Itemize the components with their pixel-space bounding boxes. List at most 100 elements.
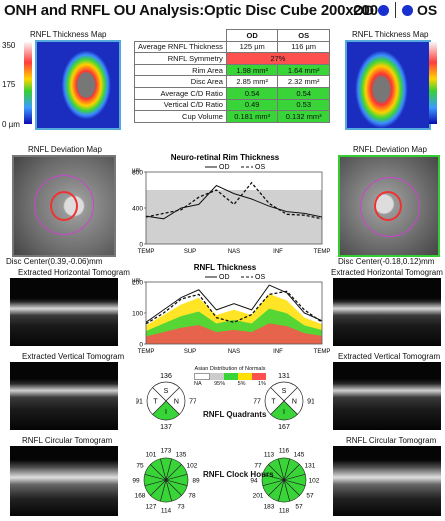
clock-value: 116 <box>279 448 290 455</box>
clock-value: 135 <box>176 452 187 459</box>
y-tick-label: 0 <box>139 242 143 249</box>
clock-value: 102 <box>309 478 320 485</box>
disc-center-right: Disc Center(-0.18,0.12)mm <box>338 257 435 266</box>
y-tick-label: 200 <box>132 280 143 287</box>
h-tomogram-left <box>10 278 118 346</box>
quadrant-letter: S <box>164 388 169 395</box>
row-os: 0.54 <box>277 86 330 100</box>
clock-sector <box>268 458 285 482</box>
series-line-os <box>145 290 323 325</box>
thickness-map-right <box>345 40 431 130</box>
x-tick-label: NAS <box>228 249 240 255</box>
normal-band <box>146 323 322 344</box>
c-tomogram-right <box>333 446 441 516</box>
table-row: Disc Area 2.85 mm² 2.32 mm² <box>134 75 330 88</box>
clock-value: 173 <box>161 448 172 455</box>
disc-margin-icon <box>50 191 78 221</box>
y-tick-label: 100 <box>132 311 143 318</box>
row-label: Rim Area <box>134 63 227 77</box>
scan-circle-icon <box>360 177 420 237</box>
y-tick-label: 400 <box>132 206 143 213</box>
row-od: 2.85 mm² <box>225 75 279 88</box>
quadrant-sector <box>264 387 285 415</box>
legend-swatches <box>194 373 266 380</box>
quadrant-sector <box>283 387 304 415</box>
quadrant-value: 91 <box>307 399 314 406</box>
series-line-os <box>145 181 323 220</box>
clock-value: 118 <box>279 508 290 515</box>
quadrant-letter: I <box>165 409 167 416</box>
clock-value: 131 <box>305 463 316 470</box>
legend-label: OS <box>255 274 265 281</box>
scale-max: 350 <box>2 41 16 50</box>
thickness-colorbar <box>24 42 32 124</box>
c-tomogram-title-left: RNFL Circular Tomogram <box>22 436 113 445</box>
y-tick-label: 800 <box>132 170 143 177</box>
x-tick-label: SUP <box>184 349 196 355</box>
h-tomogram-right <box>333 278 441 346</box>
chart-title: RNFL Thickness <box>194 263 257 272</box>
scan-circle-icon <box>34 175 94 235</box>
x-tick-label: SUP <box>184 249 196 255</box>
row-symmetry: 27% <box>225 52 331 65</box>
eye-selector: OD OS <box>353 2 437 18</box>
row-label: Vertical C/D Ratio <box>134 98 227 112</box>
quadrant-value: 167 <box>278 424 290 431</box>
disc-center-left: Disc Center(0.39,-0.06)mm <box>6 257 103 266</box>
row-od: 0.181 mm³ <box>225 110 279 123</box>
metrics-table: OD OS Average RNFL Thickness 125 µm 116 … <box>134 29 331 123</box>
legend-tick: 1% <box>258 381 266 387</box>
thickness-map-title-right: RNFL Thickness Map <box>352 30 429 39</box>
header-od: OD <box>225 29 279 42</box>
quadrant-sector <box>152 400 180 421</box>
od-indicator-icon <box>378 4 389 16</box>
row-od: 125 µm <box>225 40 279 54</box>
disc-margin-icon <box>374 191 402 221</box>
legend-label: OD <box>219 164 230 171</box>
quadrant-sector <box>270 381 298 402</box>
c-tomogram-left <box>10 446 118 516</box>
os-label: OS <box>417 2 438 18</box>
v-tomogram-title-left: Extracted Vertical Tomogram <box>22 352 125 361</box>
h-tomogram-title-left: Extracted Horizontal Tomogram <box>18 268 130 277</box>
rim-thickness-chart: Neuro-retinal Rim Thicknessµm8004000TEMP… <box>132 153 330 255</box>
clock-value: 201 <box>253 493 264 500</box>
table-row: Rim Area 1.98 mm² 1.64 mm² <box>134 63 330 77</box>
deviation-map-title-right: RNFL Deviation Map <box>353 145 427 154</box>
series-line-od <box>145 284 323 323</box>
row-od: 1.98 mm² <box>225 63 279 77</box>
clock-value: 57 <box>306 493 314 500</box>
clock-value: 113 <box>264 452 275 459</box>
quadrant-value: 91 <box>136 399 143 406</box>
quadrant-value: 131 <box>278 373 290 380</box>
normals-legend: Asian Distribution of Normals NA 95% 5% … <box>192 366 268 387</box>
legend-title: Asian Distribution of Normals <box>194 366 266 372</box>
quadrant-label: RNFL Quadrants <box>203 410 267 419</box>
row-os: 0.132 mm³ <box>277 110 330 123</box>
quadrant-letter: T <box>153 399 158 406</box>
y-axis-unit: µm <box>132 278 140 284</box>
thickness-colorbar-right <box>429 42 437 124</box>
table-row: Average RNFL Thickness 125 µm 116 µm <box>134 40 330 54</box>
clock-label: RNFL Clock Hours <box>203 470 274 479</box>
table-row: RNFL Symmetry 27% <box>134 52 331 65</box>
row-os: 2.32 mm² <box>277 75 330 88</box>
quadrant-sector <box>152 381 180 402</box>
thickness-map-title-left: RNFL Thickness Map <box>30 30 107 39</box>
legend-ticks: NA 95% 5% 1% <box>192 381 268 387</box>
od-label: OD <box>353 2 374 18</box>
quadrant-value: 137 <box>160 424 172 431</box>
clock-value: 73 <box>177 503 185 510</box>
x-tick-label: TEMP <box>314 349 330 355</box>
clock-value: 57 <box>295 503 303 510</box>
row-os: 0.53 <box>277 98 330 112</box>
clock-value: 102 <box>187 463 198 470</box>
quadrant-letter: S <box>282 388 287 395</box>
thickness-map-left <box>35 40 121 130</box>
os-indicator-icon <box>402 4 413 16</box>
